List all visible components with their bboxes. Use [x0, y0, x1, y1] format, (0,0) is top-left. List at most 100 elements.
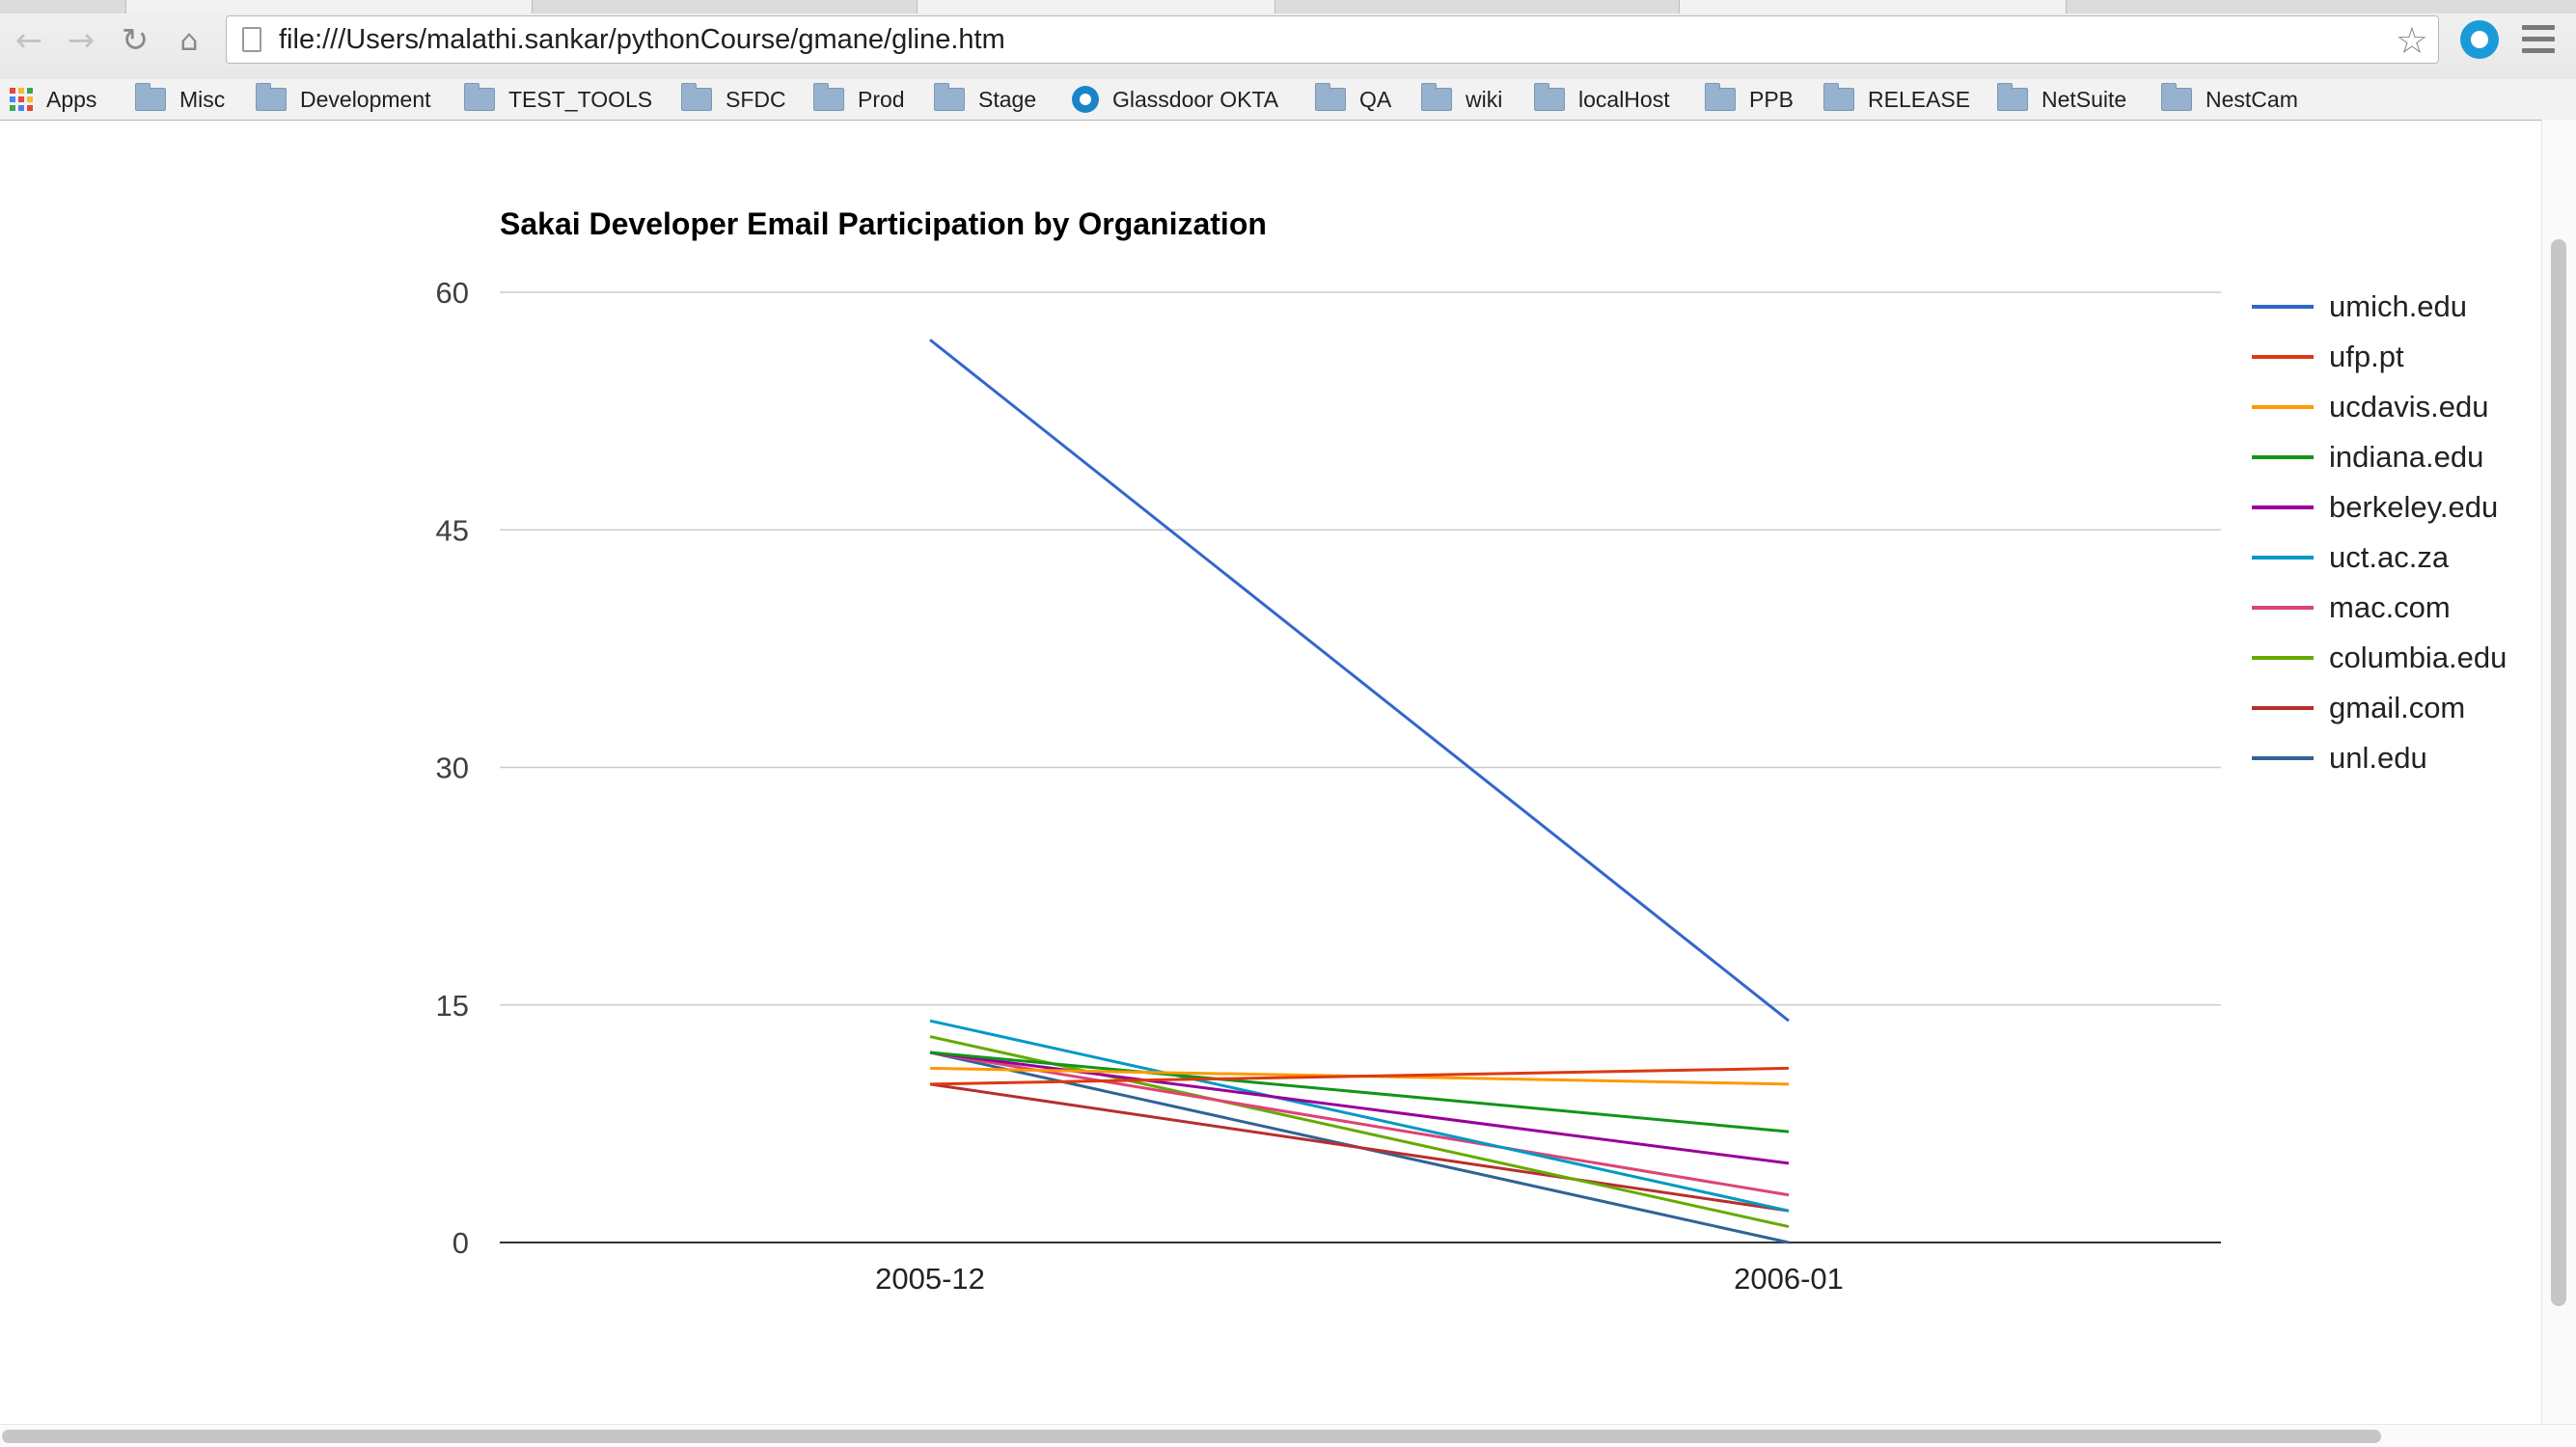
legend-item[interactable]: indiana.edu: [2252, 438, 2483, 477]
folder-icon: [464, 83, 495, 111]
bookmark-nestcam[interactable]: NestCam: [2161, 79, 2298, 120]
bookmark-label: Stage: [978, 86, 1037, 112]
legend-item[interactable]: mac.com: [2252, 588, 2451, 627]
vertical-scrollbar-thumb[interactable]: [2551, 239, 2566, 1306]
legend-item[interactable]: gmail.com: [2252, 689, 2465, 727]
bookmark-label: RELEASE: [1868, 86, 1971, 112]
legend-item[interactable]: umich.edu: [2252, 287, 2467, 326]
bookmark-ppb[interactable]: PPB: [1705, 79, 1794, 120]
browser-tab[interactable]: [125, 0, 533, 14]
okta-icon: [1072, 86, 1099, 113]
legend-swatch: [2252, 355, 2314, 359]
browser-tab[interactable]: [1679, 0, 2067, 14]
legend-swatch: [2252, 706, 2314, 710]
legend-swatch: [2252, 455, 2314, 459]
folder-icon: [813, 83, 844, 111]
y-tick-label: 30: [436, 751, 469, 785]
series-line-indiana-edu: [929, 1051, 1790, 1133]
bookmark-localhost[interactable]: localHost: [1534, 79, 1670, 120]
y-tick-label: 15: [436, 989, 469, 1023]
legend-item[interactable]: unl.edu: [2252, 739, 2427, 778]
extension-icon[interactable]: [2460, 20, 2499, 59]
bookmark-label: NestCam: [2206, 86, 2298, 112]
folder-icon: [934, 83, 965, 111]
folder-icon: [1997, 83, 2028, 111]
bookmark-label: localHost: [1578, 86, 1670, 112]
bookmark-label: PPB: [1749, 86, 1795, 112]
bookmark-misc[interactable]: Misc: [135, 79, 225, 120]
legend-label: berkeley.edu: [2329, 490, 2499, 524]
bookmark-development[interactable]: Development: [256, 79, 431, 120]
bookmark-star-icon[interactable]: ☆: [2395, 19, 2428, 62]
bookmark-qa[interactable]: QA: [1315, 79, 1391, 120]
series-line-mac-com: [929, 1051, 1790, 1197]
bookmark-stage[interactable]: Stage: [934, 79, 1036, 120]
legend-label: mac.com: [2329, 590, 2451, 624]
bookmarks-bar: Apps Misc Development TEST_TOOLS SFDC Pr…: [0, 79, 2576, 121]
legend-item[interactable]: berkeley.edu: [2252, 488, 2498, 527]
browser-toolbar: ← → ↻ ⌂ file:///Users/malathi.sankar/pyt…: [0, 0, 2576, 79]
browser-tab[interactable]: [917, 0, 1275, 14]
bookmark-label: Prod: [858, 86, 905, 112]
reload-icon[interactable]: ↻: [121, 21, 150, 60]
legend-item[interactable]: ufp.pt: [2252, 338, 2404, 376]
legend-swatch: [2252, 505, 2314, 509]
folder-icon: [681, 83, 712, 111]
address-bar-url[interactable]: file:///Users/malathi.sankar/pythonCours…: [279, 24, 1005, 55]
bookmark-label: wiki: [1466, 86, 1503, 112]
legend-label: unl.edu: [2329, 741, 2427, 775]
bookmark-wiki[interactable]: wiki: [1421, 79, 1502, 120]
legend-label: ucdavis.edu: [2329, 390, 2489, 423]
bookmark-test-tools[interactable]: TEST_TOOLS: [464, 79, 652, 120]
x-tick-label: 2006-01: [1734, 1262, 1844, 1296]
home-icon[interactable]: ⌂: [179, 23, 199, 58]
back-arrow-icon[interactable]: ←: [14, 21, 43, 60]
bookmark-apps[interactable]: Apps: [10, 79, 96, 120]
chart-title: Sakai Developer Email Participation by O…: [500, 206, 1267, 241]
bookmark-sfdc[interactable]: SFDC: [681, 79, 786, 120]
bookmark-label: QA: [1359, 86, 1392, 112]
address-bar[interactable]: file:///Users/malathi.sankar/pythonCours…: [226, 15, 2439, 64]
legend-swatch: [2252, 556, 2314, 560]
series-line-gmail-com: [929, 1082, 1790, 1213]
page-icon: [242, 27, 261, 52]
legend-item[interactable]: uct.ac.za: [2252, 538, 2449, 577]
folder-icon: [1421, 83, 1452, 111]
legend-item[interactable]: ucdavis.edu: [2252, 388, 2488, 426]
folder-icon: [135, 83, 166, 111]
folder-icon: [256, 83, 287, 111]
bookmark-label: Development: [300, 86, 431, 112]
forward-arrow-icon[interactable]: →: [67, 21, 96, 60]
bookmark-glassdoor-okta[interactable]: Glassdoor OKTA: [1072, 79, 1278, 120]
folder-icon: [1315, 83, 1346, 111]
apps-grid-icon: [10, 88, 33, 111]
legend-swatch: [2252, 305, 2314, 309]
legend-swatch: [2252, 405, 2314, 409]
legend-swatch: [2252, 656, 2314, 660]
x-tick-label: 2005-12: [875, 1262, 985, 1296]
legend-label: uct.ac.za: [2329, 540, 2450, 574]
horizontal-scrollbar-thumb[interactable]: [2, 1430, 2381, 1443]
bookmark-label: Misc: [179, 86, 226, 112]
series-line-umich-edu: [929, 339, 1790, 1023]
legend-label: ufp.pt: [2329, 340, 2404, 373]
browser-menu-icon[interactable]: [2522, 25, 2555, 54]
y-tick-label: 60: [436, 276, 469, 310]
legend-item[interactable]: columbia.edu: [2252, 639, 2507, 677]
folder-icon: [1534, 83, 1565, 111]
bookmark-label: Glassdoor OKTA: [1112, 86, 1279, 112]
bookmark-label: SFDC: [726, 86, 786, 112]
bookmark-release[interactable]: RELEASE: [1823, 79, 1970, 120]
y-tick-label: 0: [452, 1226, 469, 1260]
y-tick-label: 45: [436, 513, 469, 547]
folder-icon: [2161, 83, 2192, 111]
bookmark-label: TEST_TOOLS: [508, 86, 653, 112]
bookmark-prod[interactable]: Prod: [813, 79, 905, 120]
legend-swatch: [2252, 756, 2314, 760]
bookmark-netsuite[interactable]: NetSuite: [1997, 79, 2126, 120]
legend-label: columbia.edu: [2329, 641, 2507, 674]
series-line-uct-ac-za: [929, 1019, 1790, 1213]
folder-icon: [1705, 83, 1736, 111]
bookmark-label: NetSuite: [2042, 86, 2127, 112]
